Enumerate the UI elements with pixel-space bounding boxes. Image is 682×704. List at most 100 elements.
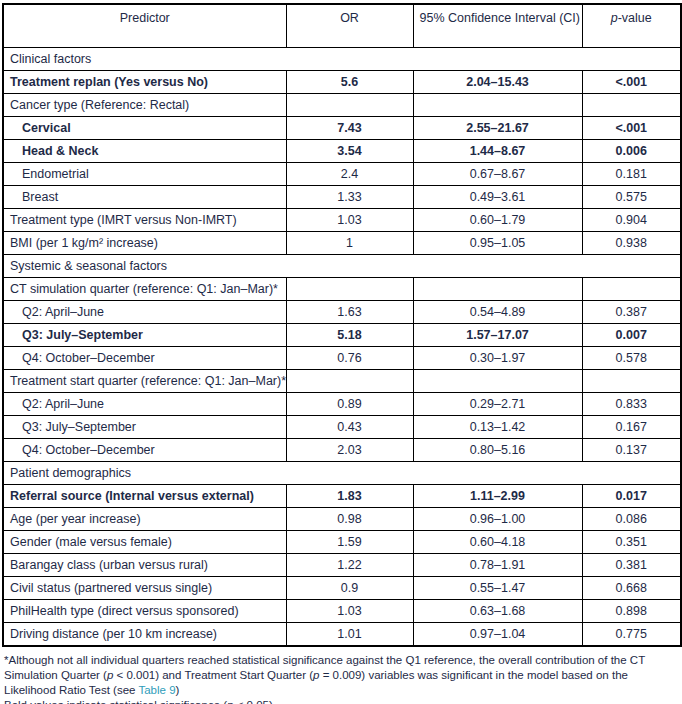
- table-footnotes: *Although not all individual quarters re…: [2, 647, 680, 704]
- p-value: <.001: [582, 117, 681, 140]
- group-row: Cancer type (Reference: Rectal): [3, 94, 681, 117]
- p-value: 0.668: [582, 577, 681, 600]
- ci-value: 0.60–4.18: [413, 531, 582, 554]
- or-value: 1.83: [286, 485, 413, 508]
- or-value: 0.9: [286, 577, 413, 600]
- p-value: 0.938: [582, 232, 681, 255]
- predictor-label: CT simulation quarter (reference: Q1: Ja…: [3, 278, 286, 301]
- results-table-body: Clinical factorsTreatment replan (Yes ve…: [3, 48, 681, 647]
- section-row: Systemic & seasonal factors: [3, 255, 681, 278]
- table-row: Age (per year increase)0.980.96–1.000.08…: [3, 508, 681, 531]
- ci-value: [413, 94, 582, 117]
- predictor-label: Referral source (Internal versus externa…: [3, 485, 286, 508]
- or-value: 0.98: [286, 508, 413, 531]
- table-row: Treatment replan (Yes versus No)5.62.04–…: [3, 71, 681, 94]
- predictor-label: PhilHealth type (direct versus sponsored…: [3, 600, 286, 623]
- table-row: Barangay class (urban versus rural)1.220…: [3, 554, 681, 577]
- table-row: Q2: April–June1.630.54–4.890.387: [3, 301, 681, 324]
- p-value: 0.775: [582, 623, 681, 647]
- predictor-label: Driving distance (per 10 km increase): [3, 623, 286, 647]
- table-row: Treatment type (IMRT versus Non-IMRT)1.0…: [3, 209, 681, 232]
- table-row: Breast1.330.49–3.610.575: [3, 186, 681, 209]
- table9-link[interactable]: Table 9: [138, 684, 175, 696]
- p-value: 0.086: [582, 508, 681, 531]
- p-value: 0.006: [582, 140, 681, 163]
- column-header: OR: [286, 4, 413, 48]
- regression-results-page: PredictorOR95% Confidence Interval (CI)p…: [0, 0, 682, 704]
- table-row: Q4: October–December2.030.80–5.160.137: [3, 439, 681, 462]
- table-row: Referral source (Internal versus externa…: [3, 485, 681, 508]
- footnote-text: Bold values indicate statistical signifi…: [4, 699, 227, 704]
- predictor-label: Q2: April–June: [3, 301, 286, 324]
- table-row: BMI (per 1 kg/m² increase)10.95–1.050.93…: [3, 232, 681, 255]
- p-value: 0.007: [582, 324, 681, 347]
- predictor-label: Head & Neck: [3, 140, 286, 163]
- ci-value: 1.44–8.67: [413, 140, 582, 163]
- predictor-label: Q3: July–September: [3, 324, 286, 347]
- or-value: 2.4: [286, 163, 413, 186]
- ci-value: 0.95–1.05: [413, 232, 582, 255]
- predictor-label: Cervical: [3, 117, 286, 140]
- ci-value: 2.04–15.43: [413, 71, 582, 94]
- section-row: Clinical factors: [3, 48, 681, 71]
- p-value: [582, 370, 681, 393]
- or-value: 1.01: [286, 623, 413, 647]
- p-value: 0.167: [582, 416, 681, 439]
- ci-value: [413, 370, 582, 393]
- footnote-text: < 0.05): [234, 699, 273, 704]
- p-value: [582, 278, 681, 301]
- ci-value: 1.57–17.07: [413, 324, 582, 347]
- predictor-label: Q4: October–December: [3, 439, 286, 462]
- or-value: 2.03: [286, 439, 413, 462]
- predictor-label: Treatment replan (Yes versus No): [3, 71, 286, 94]
- ci-value: 0.60–1.79: [413, 209, 582, 232]
- ci-value: 1.11–2.99: [413, 485, 582, 508]
- or-value: 1: [286, 232, 413, 255]
- predictor-label: Breast: [3, 186, 286, 209]
- predictor-label: Q4: October–December: [3, 347, 286, 370]
- section-label: Clinical factors: [3, 48, 681, 71]
- group-row: CT simulation quarter (reference: Q1: Ja…: [3, 278, 681, 301]
- or-value: 3.54: [286, 140, 413, 163]
- p-value: 0.833: [582, 393, 681, 416]
- or-value: 1.63: [286, 301, 413, 324]
- header-row: PredictorOR95% Confidence Interval (CI)p…: [3, 4, 681, 48]
- p-value: 0.017: [582, 485, 681, 508]
- results-table: PredictorOR95% Confidence Interval (CI)p…: [2, 3, 682, 647]
- table-row: Civil status (partnered versus single)0.…: [3, 577, 681, 600]
- column-header: Predictor: [3, 4, 286, 48]
- p-value: 0.137: [582, 439, 681, 462]
- column-header: p-value: [582, 4, 681, 48]
- or-value: 1.03: [286, 600, 413, 623]
- predictor-label: Q3: July–September: [3, 416, 286, 439]
- section-row: Patient demographics: [3, 462, 681, 485]
- table-row: Driving distance (per 10 km increase)1.0…: [3, 623, 681, 647]
- ci-value: 0.13–1.42: [413, 416, 582, 439]
- predictor-label: Gender (male versus female): [3, 531, 286, 554]
- or-value: 7.43: [286, 117, 413, 140]
- predictor-label: Cancer type (Reference: Rectal): [3, 94, 286, 117]
- or-value: 0.43: [286, 416, 413, 439]
- results-table-header: PredictorOR95% Confidence Interval (CI)p…: [3, 4, 681, 48]
- predictor-label: Civil status (partnered versus single): [3, 577, 286, 600]
- ci-value: 0.97–1.04: [413, 623, 582, 647]
- or-value: 1.59: [286, 531, 413, 554]
- or-value: 0.89: [286, 393, 413, 416]
- p-value: 0.578: [582, 347, 681, 370]
- ci-value: 0.78–1.91: [413, 554, 582, 577]
- predictor-label: Endometrial: [3, 163, 286, 186]
- column-header: 95% Confidence Interval (CI): [413, 4, 582, 48]
- section-label: Systemic & seasonal factors: [3, 255, 681, 278]
- p-value: 0.351: [582, 531, 681, 554]
- ci-value: 0.67–8.67: [413, 163, 582, 186]
- table-row: Q2: April–June0.890.29–2.710.833: [3, 393, 681, 416]
- ci-value: 2.55–21.67: [413, 117, 582, 140]
- table-row: Endometrial2.40.67–8.670.181: [3, 163, 681, 186]
- p-value: [582, 94, 681, 117]
- predictor-label: Barangay class (urban versus rural): [3, 554, 286, 577]
- predictor-label: BMI (per 1 kg/m² increase): [3, 232, 286, 255]
- predictor-label: Age (per year increase): [3, 508, 286, 531]
- ci-value: 0.49–3.61: [413, 186, 582, 209]
- table-row: Q3: July–September5.181.57–17.070.007: [3, 324, 681, 347]
- or-value: [286, 94, 413, 117]
